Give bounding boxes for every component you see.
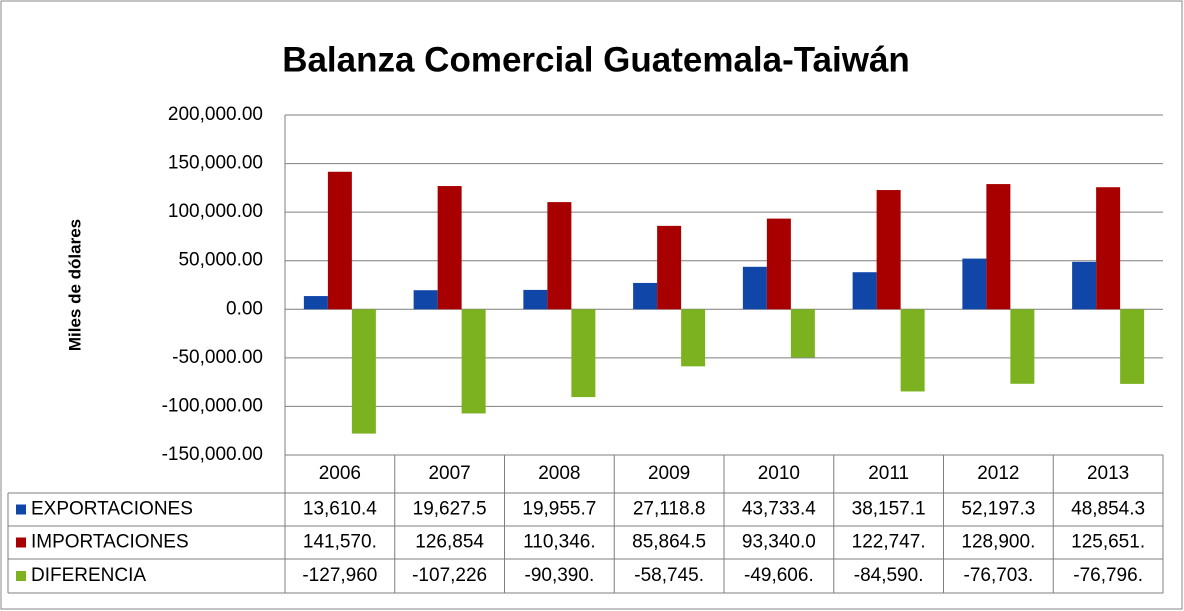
legend-key [16, 504, 26, 515]
x-tick-label: 2012 [977, 463, 1019, 484]
x-tick-label: 2013 [1087, 463, 1129, 484]
y-tick-label: 200,000.00 [168, 104, 263, 125]
y-axis-label: Miles de dólares [65, 219, 84, 351]
y-tick-label: -50,000.00 [172, 347, 263, 368]
data-label: 43,733.4 [742, 499, 816, 520]
x-tick-label: 2008 [538, 463, 580, 484]
data-label: 19,627.5 [413, 499, 487, 520]
bar [547, 202, 572, 310]
data-label: -49,606. [744, 565, 814, 586]
bar [413, 290, 438, 310]
bar [1072, 261, 1097, 310]
bar [681, 309, 706, 367]
bar [900, 309, 925, 392]
x-tick-label: 2006 [319, 463, 361, 484]
data-label: 122,747. [852, 532, 926, 553]
legend-label: DIFERENCIA [31, 565, 146, 586]
legend-label: EXPORTACIONES [31, 499, 193, 520]
bar [461, 309, 486, 414]
data-label: 48,854.3 [1071, 499, 1145, 520]
data-label: -107,226 [412, 565, 487, 586]
data-label: 19,955.7 [522, 499, 596, 520]
data-label: 52,197.3 [961, 499, 1035, 520]
bar [351, 309, 376, 434]
y-tick-label: -150,000.00 [162, 444, 263, 465]
x-tick-label: 2007 [428, 463, 470, 484]
bar [437, 186, 462, 310]
bar [327, 171, 352, 310]
bar [876, 190, 901, 310]
legend-key [16, 571, 26, 581]
data-label: -90,390. [525, 565, 595, 586]
bar [571, 309, 596, 398]
bar [742, 266, 767, 310]
bar [523, 289, 548, 310]
bar [1120, 309, 1145, 384]
data-label: 110,346. [523, 532, 596, 553]
y-tick-label: 150,000.00 [168, 153, 263, 174]
data-label: -127,960 [302, 565, 377, 586]
data-label: 126,854 [415, 532, 484, 553]
data-label: -58,745. [634, 565, 704, 586]
x-tick-label: 2010 [758, 463, 800, 484]
legend-label: IMPORTACIONES [31, 532, 189, 553]
data-label: 125,651. [1071, 532, 1145, 553]
chart-title: Balanza Comercial Guatemala-Taiwán [282, 40, 910, 79]
data-label: 93,340.0 [742, 532, 816, 553]
y-tick-label: 50,000.00 [178, 250, 263, 271]
bar [790, 309, 815, 358]
data-label: -76,796. [1073, 565, 1143, 586]
legend-key [16, 537, 26, 548]
data-label: -84,590. [854, 565, 924, 586]
y-tick-label: -100,000.00 [162, 395, 263, 416]
data-label: 13,610.4 [303, 499, 377, 520]
data-label: 27,118.8 [633, 499, 706, 520]
bar [766, 218, 791, 310]
bar [303, 296, 328, 310]
data-label: 85,864.5 [632, 532, 706, 553]
data-label: -76,703. [964, 565, 1034, 586]
data-label: 141,570. [303, 532, 377, 553]
x-tick-label: 2009 [648, 463, 690, 484]
y-tick-label: 0.00 [226, 298, 263, 319]
bar [962, 258, 987, 310]
bar [986, 184, 1011, 310]
bar [1010, 309, 1035, 384]
data-label: 38,157.1 [852, 499, 926, 520]
bar [852, 272, 877, 310]
bar [1096, 187, 1121, 310]
y-tick-label: 100,000.00 [168, 201, 263, 222]
x-tick-label: 2011 [868, 463, 909, 484]
bar [657, 225, 682, 310]
bar [633, 282, 658, 310]
data-label: 128,900. [961, 532, 1035, 553]
